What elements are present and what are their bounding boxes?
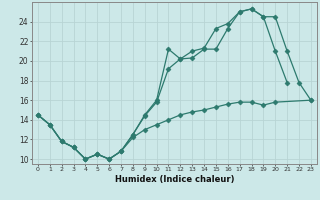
X-axis label: Humidex (Indice chaleur): Humidex (Indice chaleur)	[115, 175, 234, 184]
